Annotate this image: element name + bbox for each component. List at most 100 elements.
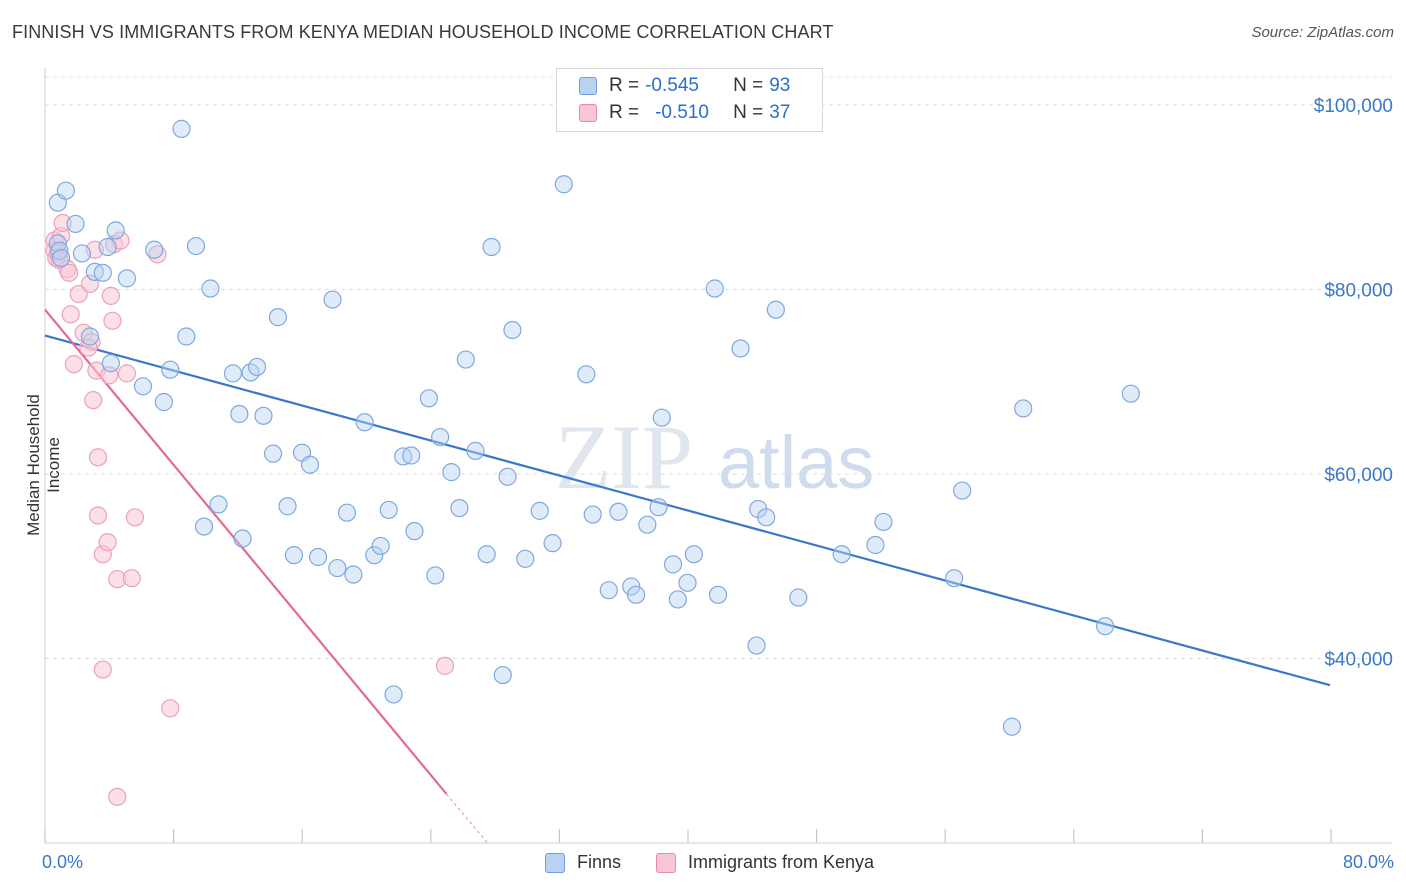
watermark-atlas: atlas [718,421,874,504]
finns-point [466,441,485,460]
kenya-point [80,274,100,293]
r-label: R = [609,102,640,123]
finns-point [678,573,697,592]
y-tick-label: $80,000 [1324,280,1393,301]
finns-point [1096,617,1115,636]
finns-swatch [545,852,565,873]
finns-point [516,549,535,568]
kenya-point [108,787,127,806]
finns-point [106,221,125,240]
finns-point [757,508,776,527]
finns-trend-line [44,334,1331,687]
finns-point [247,357,267,377]
finns-point [80,327,100,346]
finns-point [145,240,164,259]
finns-point [233,529,252,548]
kenya-point [98,533,117,552]
y-tick-label: $40,000 [1324,649,1393,670]
finns-point [731,339,750,358]
y-axis-label: Median Household Income [24,394,63,536]
finns-point [953,481,972,500]
finns-point [98,237,117,257]
finns-point [708,585,728,604]
finns-point [493,665,512,685]
finns-point [101,354,120,373]
finns-point [482,237,501,257]
legend-finns-label: Finns [577,852,622,872]
bottom-legend-finns: Finns [545,852,621,873]
finns-point [1121,384,1140,403]
finns-point [254,406,273,425]
finns-point [355,413,374,432]
finns-point [874,512,893,532]
finns-point [344,565,363,584]
kenya-point [93,660,112,679]
axes [44,68,1392,844]
finns-point [1002,717,1022,736]
watermark-zip: ZIP [555,406,693,508]
stats-legend: R = -0.545 N = 93 R = -0.510 N = 37 [556,68,823,132]
finns-point [405,522,424,541]
finns-point [498,467,517,486]
finns-point [133,377,153,396]
finns-point [503,320,522,340]
x-tick-label-min: 0.0% [42,852,84,872]
finns-point [371,536,390,556]
chart-title: FINNISH VS IMMIGRANTS FROM KENYA MEDIAN … [12,22,834,42]
kenya-point [88,448,108,467]
finns-point [154,392,173,412]
finns-point [442,463,461,482]
kenya-point [59,263,79,282]
r-value: -0.510 [655,102,709,123]
finns-point [543,534,562,553]
n-value: 37 [769,102,791,123]
y-tick-label: $100,000 [1314,96,1393,117]
finns-point [609,502,628,521]
finns-point [866,535,885,555]
finns-point [626,585,646,604]
kenya-point [122,569,141,588]
r-label: R = [609,75,640,96]
finns-point [278,497,297,516]
y-tick-label: $60,000 [1324,465,1393,486]
bottom-legend-kenya: Immigrants from Kenya [656,852,874,873]
legend-row-finns: R = -0.545 N = 93 [579,73,790,99]
finns-point [456,350,475,369]
finns-point [72,244,92,263]
finns-point [530,501,549,520]
finns-points [48,119,1140,736]
kenya-point [161,699,180,718]
finns-point [50,241,69,260]
finns-point [263,444,283,463]
n-label: N = [733,75,764,96]
finns-point [172,119,191,138]
finns-point [66,214,85,234]
kenya-point [103,311,122,330]
kenya-point [69,284,88,304]
finns-point [186,236,206,256]
finns-point [649,498,668,517]
kenya-point [61,305,80,324]
kenya-swatch [656,852,676,873]
kenya-point [117,364,137,383]
x-tick-label-max: 80.0% [1342,852,1394,872]
finns-point [48,234,67,253]
kenya-point [125,508,145,527]
finns-point [402,446,421,465]
finns-point [789,588,808,607]
r-value: -0.545 [645,75,699,96]
kenya-point [101,286,120,305]
finns-point [117,269,137,288]
y-tick-labels: $40,000 $60,000 $80,000 $100,000 [1314,96,1393,671]
finns-point [638,515,657,534]
finns-point [384,685,403,704]
finns-point [328,558,347,578]
n-label: N = [733,102,764,123]
finns-point [93,263,112,282]
source-label: Source: ZipAtlas.com [1251,24,1394,41]
finns-point [554,175,573,194]
finns-point [201,279,220,298]
kenya-point [88,506,108,525]
finns-point [379,500,398,520]
